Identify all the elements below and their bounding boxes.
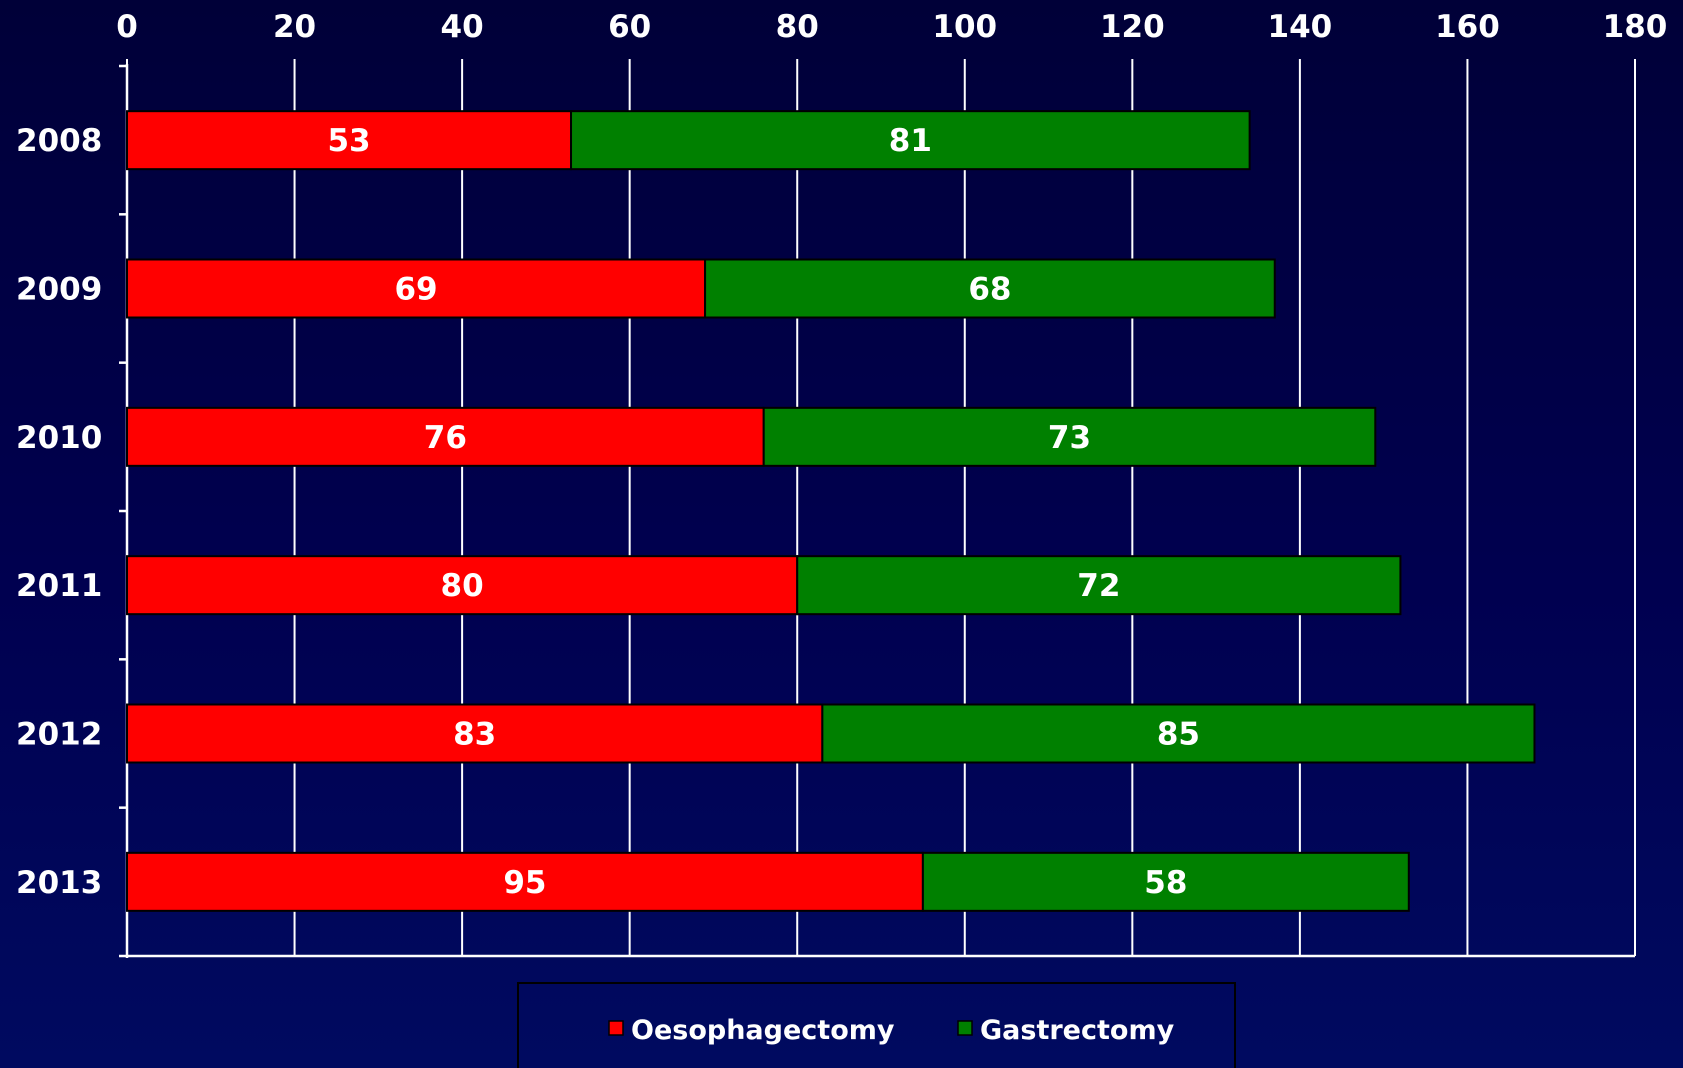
bar-segment-gastrectomy <box>796 555 1402 616</box>
legend-swatch <box>608 1020 624 1036</box>
bar-segment-gastrectomy <box>762 406 1377 467</box>
bar-segment-gastrectomy <box>704 258 1276 319</box>
data-labels: 2008 53 81 2009 69 68 2010 76 73 2011 80 72 2012 83 85… <box>16 123 1200 901</box>
x-tick-label: 80 <box>776 9 819 45</box>
y-category-label: 2009 <box>16 272 102 308</box>
y-category-label: 2011 <box>16 568 102 604</box>
data-label: 85 <box>1157 717 1200 753</box>
legend-box <box>517 982 1236 1068</box>
x-tick-label: 180 <box>1603 9 1668 45</box>
bar-segment-oesophagectomy <box>126 555 799 616</box>
data-label: 72 <box>1077 568 1120 604</box>
gridlines <box>126 66 1636 956</box>
y-category-label: 2012 <box>16 717 102 753</box>
x-tick-label: 160 <box>1435 9 1500 45</box>
data-label: 76 <box>424 420 467 456</box>
bar-segment-gastrectomy <box>570 110 1251 171</box>
bar-segment-oesophagectomy <box>126 406 765 467</box>
y-category-label: 2008 <box>16 123 102 159</box>
data-label: 69 <box>394 272 437 308</box>
data-label: 83 <box>453 717 496 753</box>
x-tick-label: 120 <box>1100 9 1165 45</box>
legend: Oesophagectomy Gastrectomy <box>517 982 1236 1068</box>
y-category-label: 2010 <box>16 420 102 456</box>
legend-label: Oesophagectomy <box>631 1015 895 1046</box>
x-tick-label: 140 <box>1268 9 1333 45</box>
x-tick-label: 0 <box>116 9 138 45</box>
data-label: 81 <box>889 123 932 159</box>
data-label: 68 <box>968 272 1011 308</box>
axes: 0 20 40 60 80 100 120 140 160 180 <box>116 9 1667 958</box>
bar-segment-gastrectomy <box>821 703 1536 764</box>
bar-segment-oesophagectomy <box>126 110 573 171</box>
data-label: 73 <box>1048 420 1091 456</box>
bar-segment-oesophagectomy <box>126 703 824 764</box>
y-category-label: 2013 <box>16 865 102 901</box>
x-tick-label: 20 <box>273 9 316 45</box>
data-label: 80 <box>441 568 484 604</box>
bar-segment-gastrectomy <box>921 851 1410 912</box>
bars <box>126 110 1536 912</box>
legend-label: Gastrectomy <box>980 1015 1175 1046</box>
x-tick-label: 60 <box>608 9 651 45</box>
data-label: 95 <box>503 865 546 901</box>
data-label: 58 <box>1144 865 1187 901</box>
data-label: 53 <box>327 123 370 159</box>
x-tick-label: 40 <box>441 9 484 45</box>
bar-segment-oesophagectomy <box>126 258 707 319</box>
legend-swatch <box>957 1020 973 1036</box>
x-tick-label: 100 <box>932 9 997 45</box>
